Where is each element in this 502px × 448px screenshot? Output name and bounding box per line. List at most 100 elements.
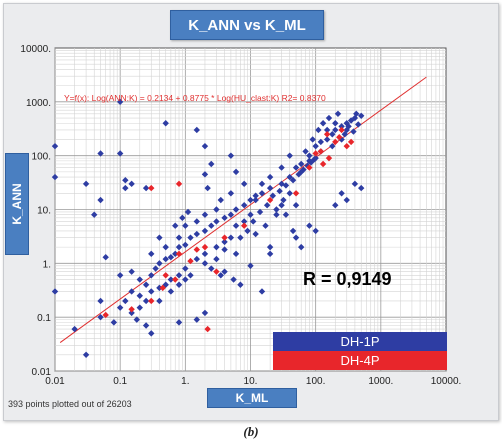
point-dh-1p [201, 227, 209, 235]
point-dh-1p [252, 196, 259, 204]
point-dh-1p [227, 234, 235, 241]
point-dh-1p [136, 292, 143, 299]
point-dh-1p [122, 177, 129, 184]
point-dh-1p [232, 222, 240, 229]
point-dh-1p [175, 243, 183, 251]
point-dh-1p [263, 202, 271, 209]
point-dh-4p [162, 272, 169, 279]
point-dh-1p [358, 112, 365, 120]
point-dh-1p [227, 211, 235, 218]
point-dh-1p [345, 123, 352, 130]
point-dh-1p [353, 110, 360, 117]
point-dh-1p [116, 272, 124, 279]
point-dh-1p [276, 187, 283, 195]
y-tick-label: 1. [43, 259, 51, 270]
point-dh-1p [338, 123, 345, 130]
point-dh-1p [162, 255, 169, 263]
point-dh-1p [269, 192, 277, 199]
point-dh-1p [142, 281, 150, 288]
point-dh-1p [221, 214, 228, 222]
point-dh-1p [51, 173, 59, 181]
y-tick-label: 10000. [20, 44, 51, 55]
point-dh-1p [315, 126, 322, 134]
y-tick-label: 100. [32, 152, 51, 163]
point-dh-1p [258, 180, 266, 188]
point-dh-4p [148, 184, 155, 192]
point-dh-1p [182, 241, 189, 249]
chart-title: K_ANN vs K_ML [170, 10, 324, 40]
point-dh-4p [312, 150, 319, 157]
point-dh-1p [208, 160, 215, 168]
point-dh-1p [300, 166, 307, 173]
point-dh-1p [338, 190, 345, 197]
point-dh-1p [332, 120, 339, 127]
point-dh-1p [262, 222, 269, 229]
point-dh-1p [240, 218, 248, 225]
point-dh-1p [266, 243, 274, 251]
point-dh-1p [278, 202, 285, 209]
point-dh-1p [156, 234, 163, 241]
legend-item-dh-4p: DH-4P [273, 351, 447, 370]
point-dh-1p [175, 319, 183, 326]
point-dh-1p [341, 131, 349, 138]
point-dh-1p [237, 281, 244, 288]
y-tick-label: 0.01 [32, 367, 52, 378]
point-dh-1p [232, 250, 240, 258]
point-dh-1p [312, 142, 319, 150]
point-dh-1p [286, 173, 293, 181]
point-dh-1p [187, 272, 194, 279]
point-dh-1p [116, 98, 124, 106]
point-dh-1p [249, 218, 257, 225]
point-dh-1p [323, 126, 331, 134]
point-dh-4p [128, 306, 135, 313]
point-dh-1p [351, 180, 359, 188]
point-dh-4p [204, 325, 211, 333]
x-tick-label: 1. [181, 376, 189, 387]
point-dh-1p [350, 128, 357, 135]
x-axis-label: K_ML [235, 391, 269, 405]
point-dh-1p [122, 297, 129, 305]
point-dh-1p [128, 309, 135, 317]
point-dh-1p [51, 142, 59, 150]
point-dh-1p [273, 206, 280, 213]
point-dh-4p [347, 138, 355, 146]
correlation-label: R = 0,9149 [303, 269, 392, 289]
point-dh-1p [332, 202, 339, 209]
point-dh-1p [329, 142, 336, 150]
point-dh-1p [343, 196, 350, 204]
point-dh-1p [252, 230, 259, 238]
point-dh-4p [175, 180, 183, 188]
point-dh-1p [292, 202, 300, 209]
legend: DH-1P DH-4P [273, 332, 447, 370]
point-dh-1p [148, 330, 155, 337]
point-dh-1p [221, 238, 228, 246]
point-dh-1p [208, 222, 215, 229]
point-dh-1p [227, 190, 235, 197]
point-dh-1p [244, 227, 251, 235]
point-dh-4p [148, 297, 155, 305]
point-dh-1p [332, 126, 339, 134]
point-dh-1p [91, 211, 98, 218]
point-dh-4p [292, 190, 300, 197]
point-dh-4p [102, 311, 109, 319]
point-dh-4p [193, 246, 201, 253]
x-tick-label: 0.01 [45, 376, 65, 387]
point-dh-1p [179, 214, 186, 222]
fit-line [59, 76, 427, 343]
point-dh-4p [221, 234, 228, 241]
legend-label-dh-4p: DH-4P [340, 353, 380, 368]
points-plotted-note: 393 points plotted out of 26203 [8, 399, 132, 409]
point-dh-1p [280, 196, 287, 204]
x-tick-label: 10000. [431, 376, 462, 387]
point-dh-1p [247, 211, 254, 218]
point-dh-1p [142, 322, 150, 329]
point-dh-4p [175, 250, 183, 258]
point-dh-1p [329, 131, 336, 138]
point-dh-1p [311, 156, 318, 163]
point-dh-1p [258, 288, 266, 295]
point-dh-1p [289, 177, 297, 184]
point-dh-1p [182, 222, 189, 229]
point-dh-1p [167, 253, 175, 261]
point-dh-1p [201, 211, 209, 218]
point-dh-1p [110, 319, 118, 326]
